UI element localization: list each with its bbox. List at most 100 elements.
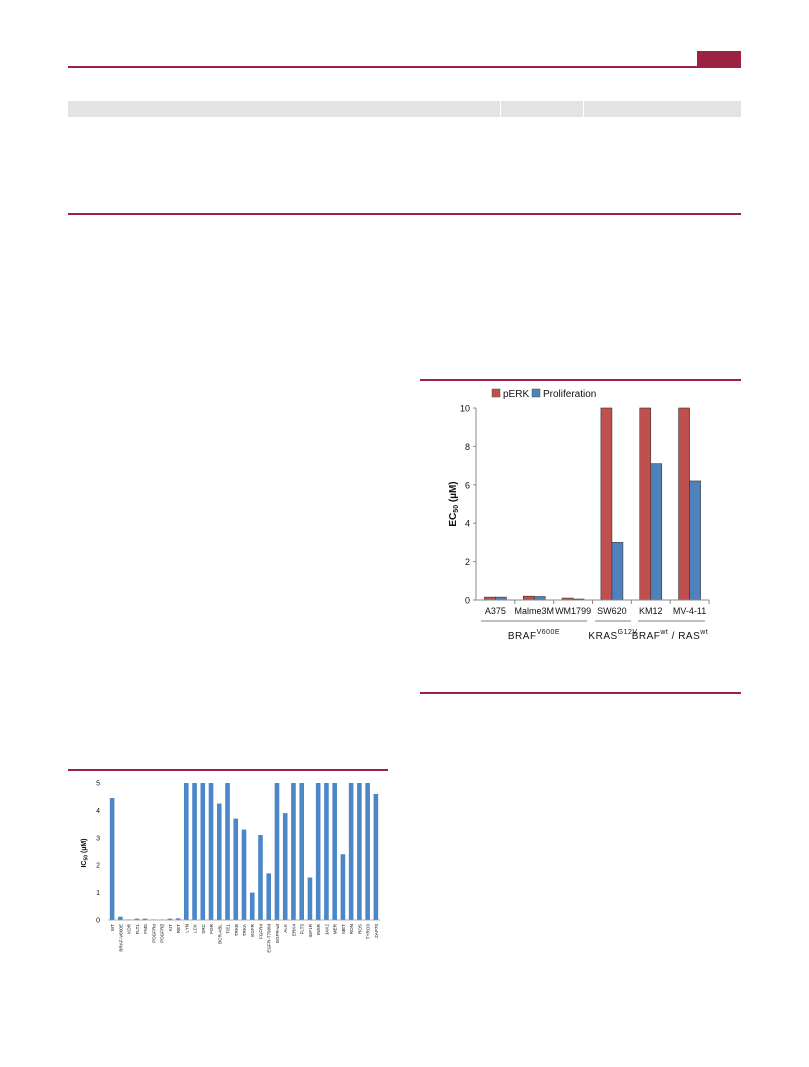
figure-top-rule bbox=[420, 379, 741, 381]
x-tick-label-flt3: FLT3 bbox=[300, 924, 305, 935]
x-tick-label-src: SRC bbox=[201, 923, 206, 933]
x-tick-label-fms: FMS bbox=[143, 924, 148, 934]
y-tick-label: 2 bbox=[465, 557, 470, 567]
x-tick-label-igf1r: IGF1R bbox=[308, 923, 313, 937]
bar-flt1 bbox=[134, 918, 140, 920]
bar-fgfr4 bbox=[258, 835, 263, 920]
bar-tyro3 bbox=[365, 783, 370, 920]
table-bottom-rule bbox=[68, 213, 741, 215]
bar-met bbox=[340, 854, 346, 920]
x-tick-label-lyn: LYN bbox=[184, 924, 189, 933]
bar-ron bbox=[348, 783, 354, 920]
x-tick-label-zap70: ZAP70 bbox=[374, 924, 379, 938]
table-header-row bbox=[68, 101, 741, 117]
y-tick-label: 1 bbox=[96, 890, 100, 897]
header-rule bbox=[68, 66, 741, 68]
x-tick-label-alk: ALK bbox=[283, 923, 288, 933]
y-tick-label: 10 bbox=[460, 404, 470, 414]
table-column-divider bbox=[583, 101, 584, 117]
bar-fgr bbox=[208, 783, 214, 920]
bar-src bbox=[200, 783, 206, 920]
x-tick-label-lck: LCK bbox=[193, 923, 198, 933]
bar-fms bbox=[142, 918, 148, 920]
bar-jak2 bbox=[324, 783, 329, 920]
x-tick-label-pdgfr: PDGFRβ bbox=[160, 924, 165, 943]
bar-mer bbox=[332, 783, 337, 920]
x-tick-label-fgfr4: FGFR4 bbox=[258, 924, 263, 940]
y-axis-label: EC50 (µM) bbox=[448, 481, 460, 526]
y-axis-label: IC50 (µM) bbox=[81, 838, 90, 867]
bar-lyn bbox=[184, 783, 189, 920]
bar-erk4 bbox=[291, 783, 296, 920]
bar-egfr-wt bbox=[274, 783, 280, 920]
x-tick-label-egfr-t790m: EGFR-T790M bbox=[267, 924, 272, 953]
group-label-braf-wt-ras-wt: BRAFwt / RASwt bbox=[632, 629, 709, 642]
group-label-kras-g12v: KRASG12V bbox=[588, 629, 637, 642]
bar-perk-sw620 bbox=[600, 407, 613, 601]
x-tick-label-kdr: KDR bbox=[127, 923, 132, 933]
bar-zap70 bbox=[373, 793, 379, 920]
x-tick-label-egfr: EGFR bbox=[250, 923, 255, 936]
bar-alk bbox=[282, 813, 288, 920]
x-tick-label-flt1: FLT1 bbox=[135, 924, 140, 935]
x-tick-label-kit: KIT bbox=[168, 924, 173, 931]
header-accent-tab bbox=[697, 51, 741, 67]
figure-bottom-rule bbox=[420, 692, 741, 694]
bar-tie1 bbox=[225, 783, 230, 920]
x-tick-label-trka: TRKA bbox=[242, 923, 247, 936]
bar-trka bbox=[241, 829, 247, 920]
group-label-braf-v600e: BRAFV600E bbox=[508, 629, 560, 642]
bar-proliferation-mv-4-11 bbox=[689, 480, 701, 601]
legend-label-perk: pERK bbox=[503, 389, 529, 400]
figure-top-rule bbox=[68, 769, 388, 771]
x-tick-label-erk4: ERK4 bbox=[291, 924, 296, 936]
y-tick-label: 4 bbox=[465, 519, 470, 529]
legend-swatch-proliferation bbox=[531, 388, 541, 398]
bar-egfr bbox=[249, 892, 255, 920]
y-tick-label: 2 bbox=[96, 863, 100, 870]
bar-flt3 bbox=[299, 783, 304, 920]
x-tick-label-jak2: JAK2 bbox=[324, 924, 329, 935]
x-tick-label-ret: RET bbox=[176, 924, 181, 933]
x-tick-label-braf-v600e: BRAF-V600E bbox=[118, 924, 123, 952]
x-tick-label-tyro3: TYRO3 bbox=[366, 924, 371, 940]
y-tick-label: 0 bbox=[96, 918, 100, 925]
x-tick-label-ron: RON bbox=[349, 924, 354, 934]
bar-braf-v600e bbox=[118, 916, 123, 920]
bar-kit bbox=[167, 918, 173, 920]
x-tick-label-trkb: TRKB bbox=[234, 924, 239, 936]
x-tick-label-a375: A375 bbox=[485, 606, 506, 616]
bar-trkb bbox=[233, 818, 239, 920]
y-tick-label: 3 bbox=[96, 835, 100, 842]
bar-perk-malme3m bbox=[522, 595, 535, 601]
bar-insr bbox=[315, 783, 321, 920]
bar-wt bbox=[109, 798, 115, 920]
x-tick-label-mer: MER bbox=[333, 923, 338, 934]
x-tick-label-egfr-wt: EGFR-wt bbox=[275, 923, 280, 943]
x-tick-label-insr: INSR bbox=[316, 923, 321, 935]
legend-swatch-perk bbox=[491, 388, 501, 398]
x-tick-label-malme3m: Malme3M bbox=[514, 606, 554, 616]
x-tick-label-met: MET bbox=[341, 924, 346, 934]
bar-perk-mv-4-11 bbox=[678, 407, 690, 601]
y-tick-label: 0 bbox=[465, 596, 470, 606]
bar-ros bbox=[357, 783, 362, 920]
y-tick-label: 8 bbox=[465, 442, 470, 452]
x-tick-label-ros: ROS bbox=[357, 924, 362, 934]
bar-ret bbox=[175, 918, 181, 920]
table-column-divider bbox=[500, 101, 501, 117]
bar-proliferation-malme3m bbox=[533, 596, 546, 601]
x-tick-label-wm1799: WM1799 bbox=[555, 606, 591, 616]
x-tick-label-pdgfr: PDGFRα bbox=[151, 924, 156, 943]
x-tick-label-wt: WT bbox=[110, 924, 115, 931]
bar-perk-km12 bbox=[639, 407, 652, 601]
y-tick-label: 4 bbox=[96, 808, 100, 815]
y-tick-label: 5 bbox=[96, 781, 100, 788]
legend-label-proliferation: Proliferation bbox=[543, 389, 596, 400]
x-tick-label-fgr: FGR bbox=[209, 923, 214, 933]
bar-proliferation-km12 bbox=[650, 463, 663, 601]
x-tick-label-mv-4-11: MV-4-11 bbox=[673, 606, 706, 616]
ec50-bar-chart: pERK Proliferation 0 2 4 6 8 10 EC50 (µM) A37… bbox=[448, 388, 710, 642]
bar-egfr-t790m bbox=[266, 873, 272, 920]
